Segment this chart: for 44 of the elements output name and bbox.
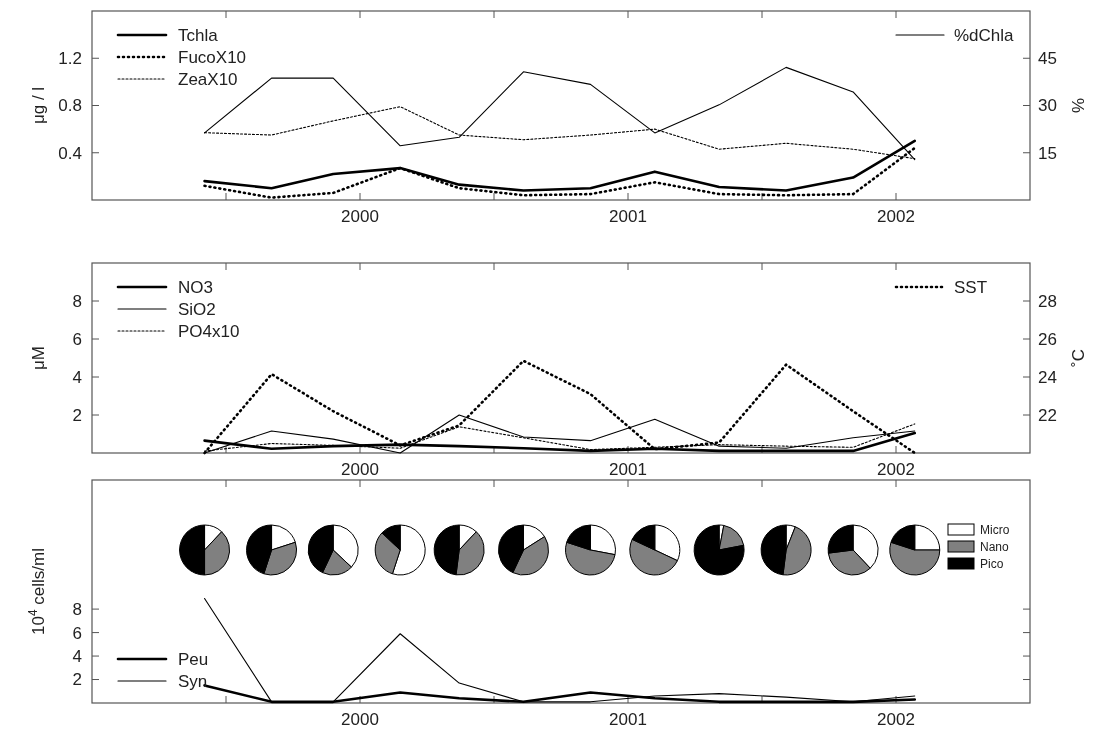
x-tick-label: 2001 bbox=[609, 207, 647, 226]
legend-label: Peu bbox=[178, 649, 209, 669]
y2-axis-title: % bbox=[1069, 97, 1088, 114]
legend-label: ZeaX10 bbox=[178, 69, 238, 89]
x-tick-label: 2000 bbox=[341, 710, 379, 729]
legend-label: FucoX10 bbox=[178, 47, 247, 67]
x-tick-label: 2000 bbox=[341, 460, 379, 479]
y2-tick-label: 24 bbox=[1038, 367, 1057, 387]
y-tick-label: 2 bbox=[72, 405, 82, 425]
legend-label: Nano bbox=[980, 540, 1010, 555]
y2-tick-label: 30 bbox=[1038, 96, 1057, 116]
legend-label: Pico bbox=[980, 557, 1004, 572]
y-tick-label: 6 bbox=[72, 329, 82, 349]
legend-label: %dChla bbox=[954, 25, 1015, 45]
y-tick-label: 0.4 bbox=[58, 143, 82, 163]
legend-label: NO3 bbox=[178, 277, 213, 297]
y-axis-title: μg / l bbox=[29, 86, 48, 125]
legend-label: SiO2 bbox=[178, 299, 216, 319]
y-tick-label: 4 bbox=[72, 647, 82, 666]
legend-label: PO4x10 bbox=[178, 321, 240, 341]
y-tick-label: 2 bbox=[72, 670, 82, 690]
y-tick-label: 8 bbox=[72, 600, 82, 620]
y2-tick-label: 28 bbox=[1038, 291, 1057, 311]
legend-label: Syn bbox=[178, 671, 208, 691]
x-tick-label: 2002 bbox=[877, 207, 915, 226]
y-axis-title: μM bbox=[29, 346, 48, 370]
y2-axis-title: ˚C bbox=[1069, 349, 1088, 367]
y-tick-label: 8 bbox=[72, 291, 82, 311]
y-tick-label: 4 bbox=[72, 367, 82, 387]
legend-label: Tchla bbox=[178, 25, 219, 45]
x-tick-label: 2001 bbox=[609, 710, 647, 729]
y2-tick-label: 22 bbox=[1038, 405, 1057, 425]
y-tick-label: 1.2 bbox=[58, 49, 82, 69]
x-tick-label: 2001 bbox=[609, 460, 647, 479]
y2-tick-label: 15 bbox=[1038, 143, 1057, 163]
y-tick-label: 6 bbox=[72, 623, 82, 643]
x-tick-label: 2002 bbox=[877, 460, 915, 479]
legend-label: Micro bbox=[980, 523, 1010, 538]
legend-label: SST bbox=[954, 277, 988, 297]
x-tick-label: 2000 bbox=[341, 207, 379, 226]
y-tick-label: 0.8 bbox=[58, 96, 82, 116]
y2-tick-label: 45 bbox=[1038, 49, 1057, 69]
x-tick-label: 2002 bbox=[877, 710, 915, 729]
y2-tick-label: 26 bbox=[1038, 329, 1057, 349]
